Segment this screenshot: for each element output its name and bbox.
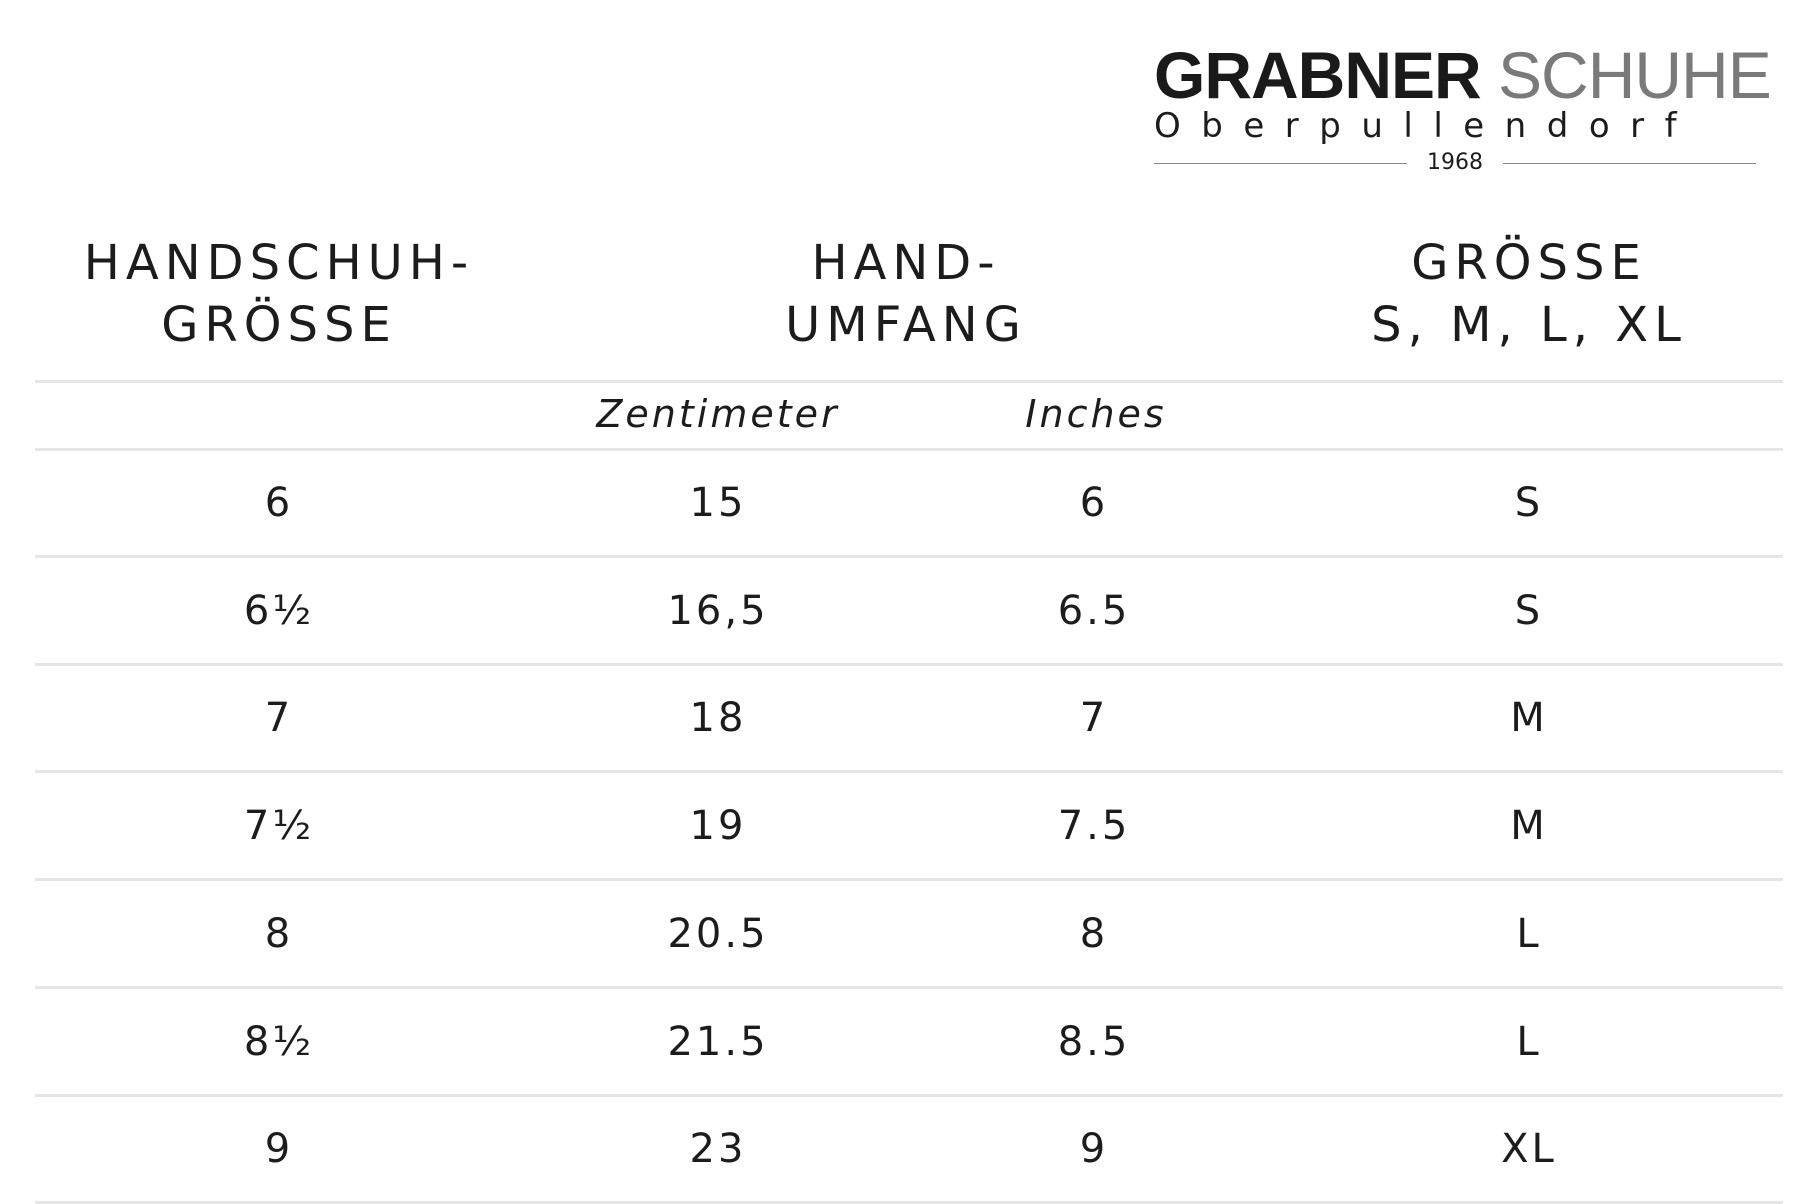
row-divider [35,878,1783,882]
table-cell: 7.5 [1057,803,1131,850]
table-cell: 23 [689,1126,747,1173]
table-cell: 6 [264,480,294,526]
table-cell: 6 [1079,480,1109,526]
logo: GRABNER SCHUHE Oberpullendorf 1968 [1154,38,1772,180]
table-cell: 8 [264,910,294,957]
header-hand-circumference: HAND- UMFANG [785,232,1027,356]
logo-brand-light: SCHUHE [1498,38,1772,112]
divider [35,448,1783,451]
row-divider [35,555,1783,558]
table-cell: 16,5 [667,587,769,634]
table-cell: 7½ [243,803,315,850]
header-size: GRÖSSE S, M, L, XL [1371,232,1687,356]
header-line: HAND- [811,235,1001,291]
table-cell: 9 [264,1126,294,1173]
table-cell: 6.5 [1057,587,1131,634]
table-cell: 7 [264,695,294,742]
header-line: S, M, L, XL [1371,297,1687,353]
table-cell: M [1510,695,1548,742]
table-cell: 8½ [243,1018,315,1065]
table-cell: 21.5 [667,1018,769,1065]
row-divider [35,985,1783,989]
table-cell: 7 [1079,695,1109,742]
table-cell: 18 [689,695,747,742]
table-cell: 9 [1079,1126,1109,1173]
table-cell: 8.5 [1057,1018,1131,1065]
table-cell: XL [1501,1126,1557,1173]
table-cell: M [1510,803,1548,850]
header-line: GRÖSSE [1411,235,1647,291]
logo-year: 1968 [1407,150,1503,175]
table-cell: 8 [1079,910,1109,957]
table-cell: L [1516,1018,1542,1065]
subheader-cm: Zentimeter [596,392,840,436]
subheader-inches: Inches [1025,392,1167,436]
table-cell: 6½ [243,587,315,634]
table-cell: 20.5 [667,910,769,957]
header-glove-size: HANDSCHUH- GRÖSSE [84,232,474,356]
logo-city: Oberpullendorf [1154,106,1698,146]
header-line: HANDSCHUH- [83,235,475,291]
table-cell: 15 [689,480,747,526]
logo-brand-bold: GRABNER [1154,38,1482,112]
row-divider [35,770,1783,774]
table-cell: L [1516,910,1542,957]
row-divider [35,662,1783,666]
table-cell: S [1514,480,1544,526]
table-cell: 19 [689,803,747,850]
header-line: UMFANG [785,297,1027,353]
header-line: GRÖSSE [161,297,397,353]
divider [35,380,1783,383]
table-cell: S [1514,587,1544,634]
row-divider [35,1093,1783,1097]
